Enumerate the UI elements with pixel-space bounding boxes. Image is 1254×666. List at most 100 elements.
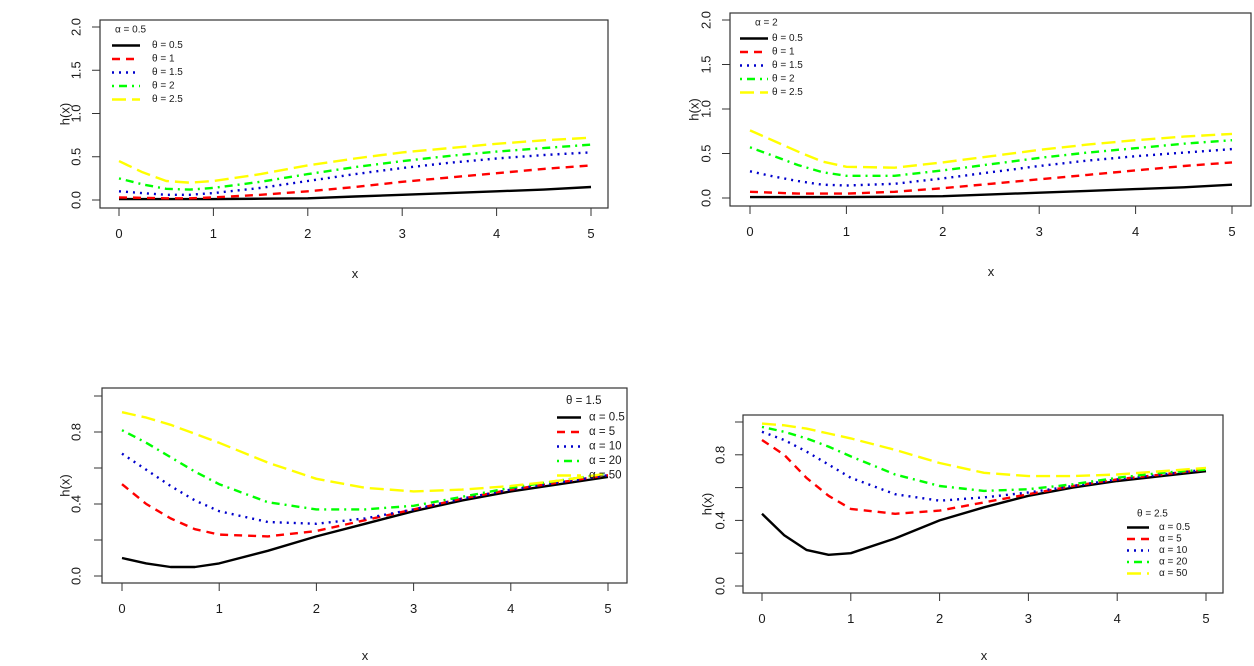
x-tick-label: 1 (216, 601, 223, 616)
x-tick-label: 2 (313, 601, 320, 616)
x-tick-label: 4 (493, 226, 500, 241)
x-axis-label: x (362, 648, 369, 663)
legend-label: α = 5 (1159, 534, 1182, 545)
plot-frame (101, 387, 628, 584)
series-line-2 (749, 161, 1233, 195)
series-line-1 (761, 470, 1207, 556)
y-axis-label: h(x) (687, 98, 702, 120)
series-line-5 (761, 422, 1207, 478)
legend-title: α = 2 (755, 18, 778, 29)
legend-label: θ = 1.5 (152, 67, 183, 78)
legend-title: θ = 1.5 (566, 395, 602, 407)
series-line-3 (121, 452, 609, 525)
series-line-4 (749, 139, 1233, 178)
legend-label: θ = 0.5 (152, 40, 183, 51)
legend-label: α = 20 (589, 455, 622, 467)
legend-title: θ = 2.5 (1137, 509, 1168, 520)
legend-label: θ = 2 (772, 74, 795, 85)
chart-panel-3: 0 1 2 3 4 5 0.0 0.4 0.8 x h(x) θ = 1.5 α = 0.5 α = 5 α… (58, 387, 628, 663)
series-line-4 (761, 425, 1207, 493)
legend-label: θ = 2 (152, 81, 175, 92)
y-tick-label: 1.5 (699, 55, 714, 73)
y-tick-label: 0.0 (699, 189, 714, 207)
y-tick-label: 0.8 (69, 423, 84, 441)
y-tick-label: 2.0 (69, 18, 84, 36)
x-tick-label: 0 (758, 611, 765, 626)
x-tick-label: 4 (1132, 224, 1139, 239)
chart-panel-2: 0 1 2 3 4 5 0.0 0.5 1.0 1.5 2.0 x h(x) α = 2 θ = 0.5 θ … (687, 11, 1252, 279)
x-tick-label: 3 (399, 226, 406, 241)
x-tick-label: 2 (939, 224, 946, 239)
y-tick-label: 0.4 (69, 495, 84, 513)
x-tick-label: 0 (746, 224, 753, 239)
y-tick-label: 2.0 (699, 11, 714, 29)
y-tick-label: 0.5 (69, 148, 84, 166)
plot-frame (729, 12, 1252, 207)
legend-label: θ = 2.5 (152, 94, 183, 105)
x-tick-label: 3 (410, 601, 417, 616)
x-axis-label: x (988, 264, 995, 279)
series-line-4 (121, 429, 609, 511)
series-line-1 (121, 475, 609, 569)
x-tick-label: 3 (1025, 611, 1032, 626)
y-tick-label: 0.8 (713, 446, 728, 464)
x-tick-label: 5 (1202, 611, 1209, 626)
series-line-5 (118, 136, 592, 184)
legend-label: θ = 1 (772, 47, 795, 58)
x-tick-label: 3 (1036, 224, 1043, 239)
x-tick-label: 1 (210, 226, 217, 241)
series-line-2 (118, 164, 592, 200)
x-tick-label: 0 (115, 226, 122, 241)
chart-panel-1: 0 1 2 3 4 5 0.0 0.5 1.0 1.5 2.0 x h(x) α = 0.5 θ = 0.5… (58, 18, 609, 281)
series-line-5 (749, 129, 1233, 169)
legend: θ = 1.5 α = 0.5 α = 5 α = 10 α = 20 α = 50 (557, 395, 625, 482)
y-axis-label: h(x) (58, 103, 73, 125)
legend-label: α = 0.5 (1159, 522, 1191, 533)
series-line-3 (118, 151, 592, 197)
y-tick-label: 1.0 (699, 100, 714, 118)
x-tick-label: 5 (1228, 224, 1235, 239)
series-line-5 (121, 411, 609, 493)
y-tick-label: 1.5 (69, 61, 84, 79)
series-line-2 (121, 474, 609, 538)
y-tick-label: 0.4 (713, 511, 728, 529)
legend-label: α = 50 (589, 470, 622, 482)
series-line-1 (750, 183, 1233, 199)
legend: α = 2 θ = 0.5 θ = 1 θ = 1.5 θ = 2 θ = 2.5 (740, 18, 803, 98)
x-axis-label: x (981, 648, 988, 663)
y-tick-label: 0.0 (713, 577, 728, 595)
series-line-3 (761, 430, 1207, 502)
plot-frame (742, 414, 1224, 594)
legend-label: θ = 1.5 (772, 60, 803, 71)
legend-label: α = 10 (589, 441, 622, 453)
x-tick-label: 2 (304, 226, 311, 241)
series-line-4 (118, 143, 592, 191)
x-tick-label: 4 (1114, 611, 1121, 626)
legend: θ = 2.5 α = 0.5α = 5α = 10α = 20α = 50 (1127, 509, 1191, 579)
legend: α = 0.5 θ = 0.5 θ = 1 θ = 1.5 θ = 2 θ = 2.5 (112, 25, 183, 105)
legend-label: θ = 0.5 (772, 33, 803, 44)
y-tick-label: 0.0 (69, 191, 84, 209)
y-tick-label: 0.5 (699, 144, 714, 162)
legend-label: θ = 2.5 (772, 87, 803, 98)
legend-label: θ = 1 (152, 54, 175, 65)
y-axis-label: h(x) (58, 474, 73, 496)
y-axis-label: h(x) (700, 493, 715, 515)
legend-label: α = 20 (1159, 557, 1188, 568)
y-tick-label: 0.0 (69, 567, 84, 585)
y-tick-label: 1.0 (69, 104, 84, 122)
legend-label: α = 5 (589, 426, 615, 438)
x-tick-label: 2 (936, 611, 943, 626)
legend-label: α = 10 (1159, 545, 1188, 556)
legend-label: α = 0.5 (589, 412, 625, 424)
legend-label: α = 50 (1159, 568, 1188, 579)
x-tick-label: 1 (847, 611, 854, 626)
x-tick-label: 1 (843, 224, 850, 239)
x-tick-label: 5 (604, 601, 611, 616)
series-line-3 (749, 147, 1233, 187)
x-axis-label: x (352, 266, 359, 281)
chart-panel-4: 0 1 2 3 4 50.00.40.8xh(x) θ = 2.5α = 0.5α = 5α… (700, 414, 1224, 663)
x-tick-label: 0 (118, 601, 125, 616)
x-tick-label: 5 (587, 226, 594, 241)
